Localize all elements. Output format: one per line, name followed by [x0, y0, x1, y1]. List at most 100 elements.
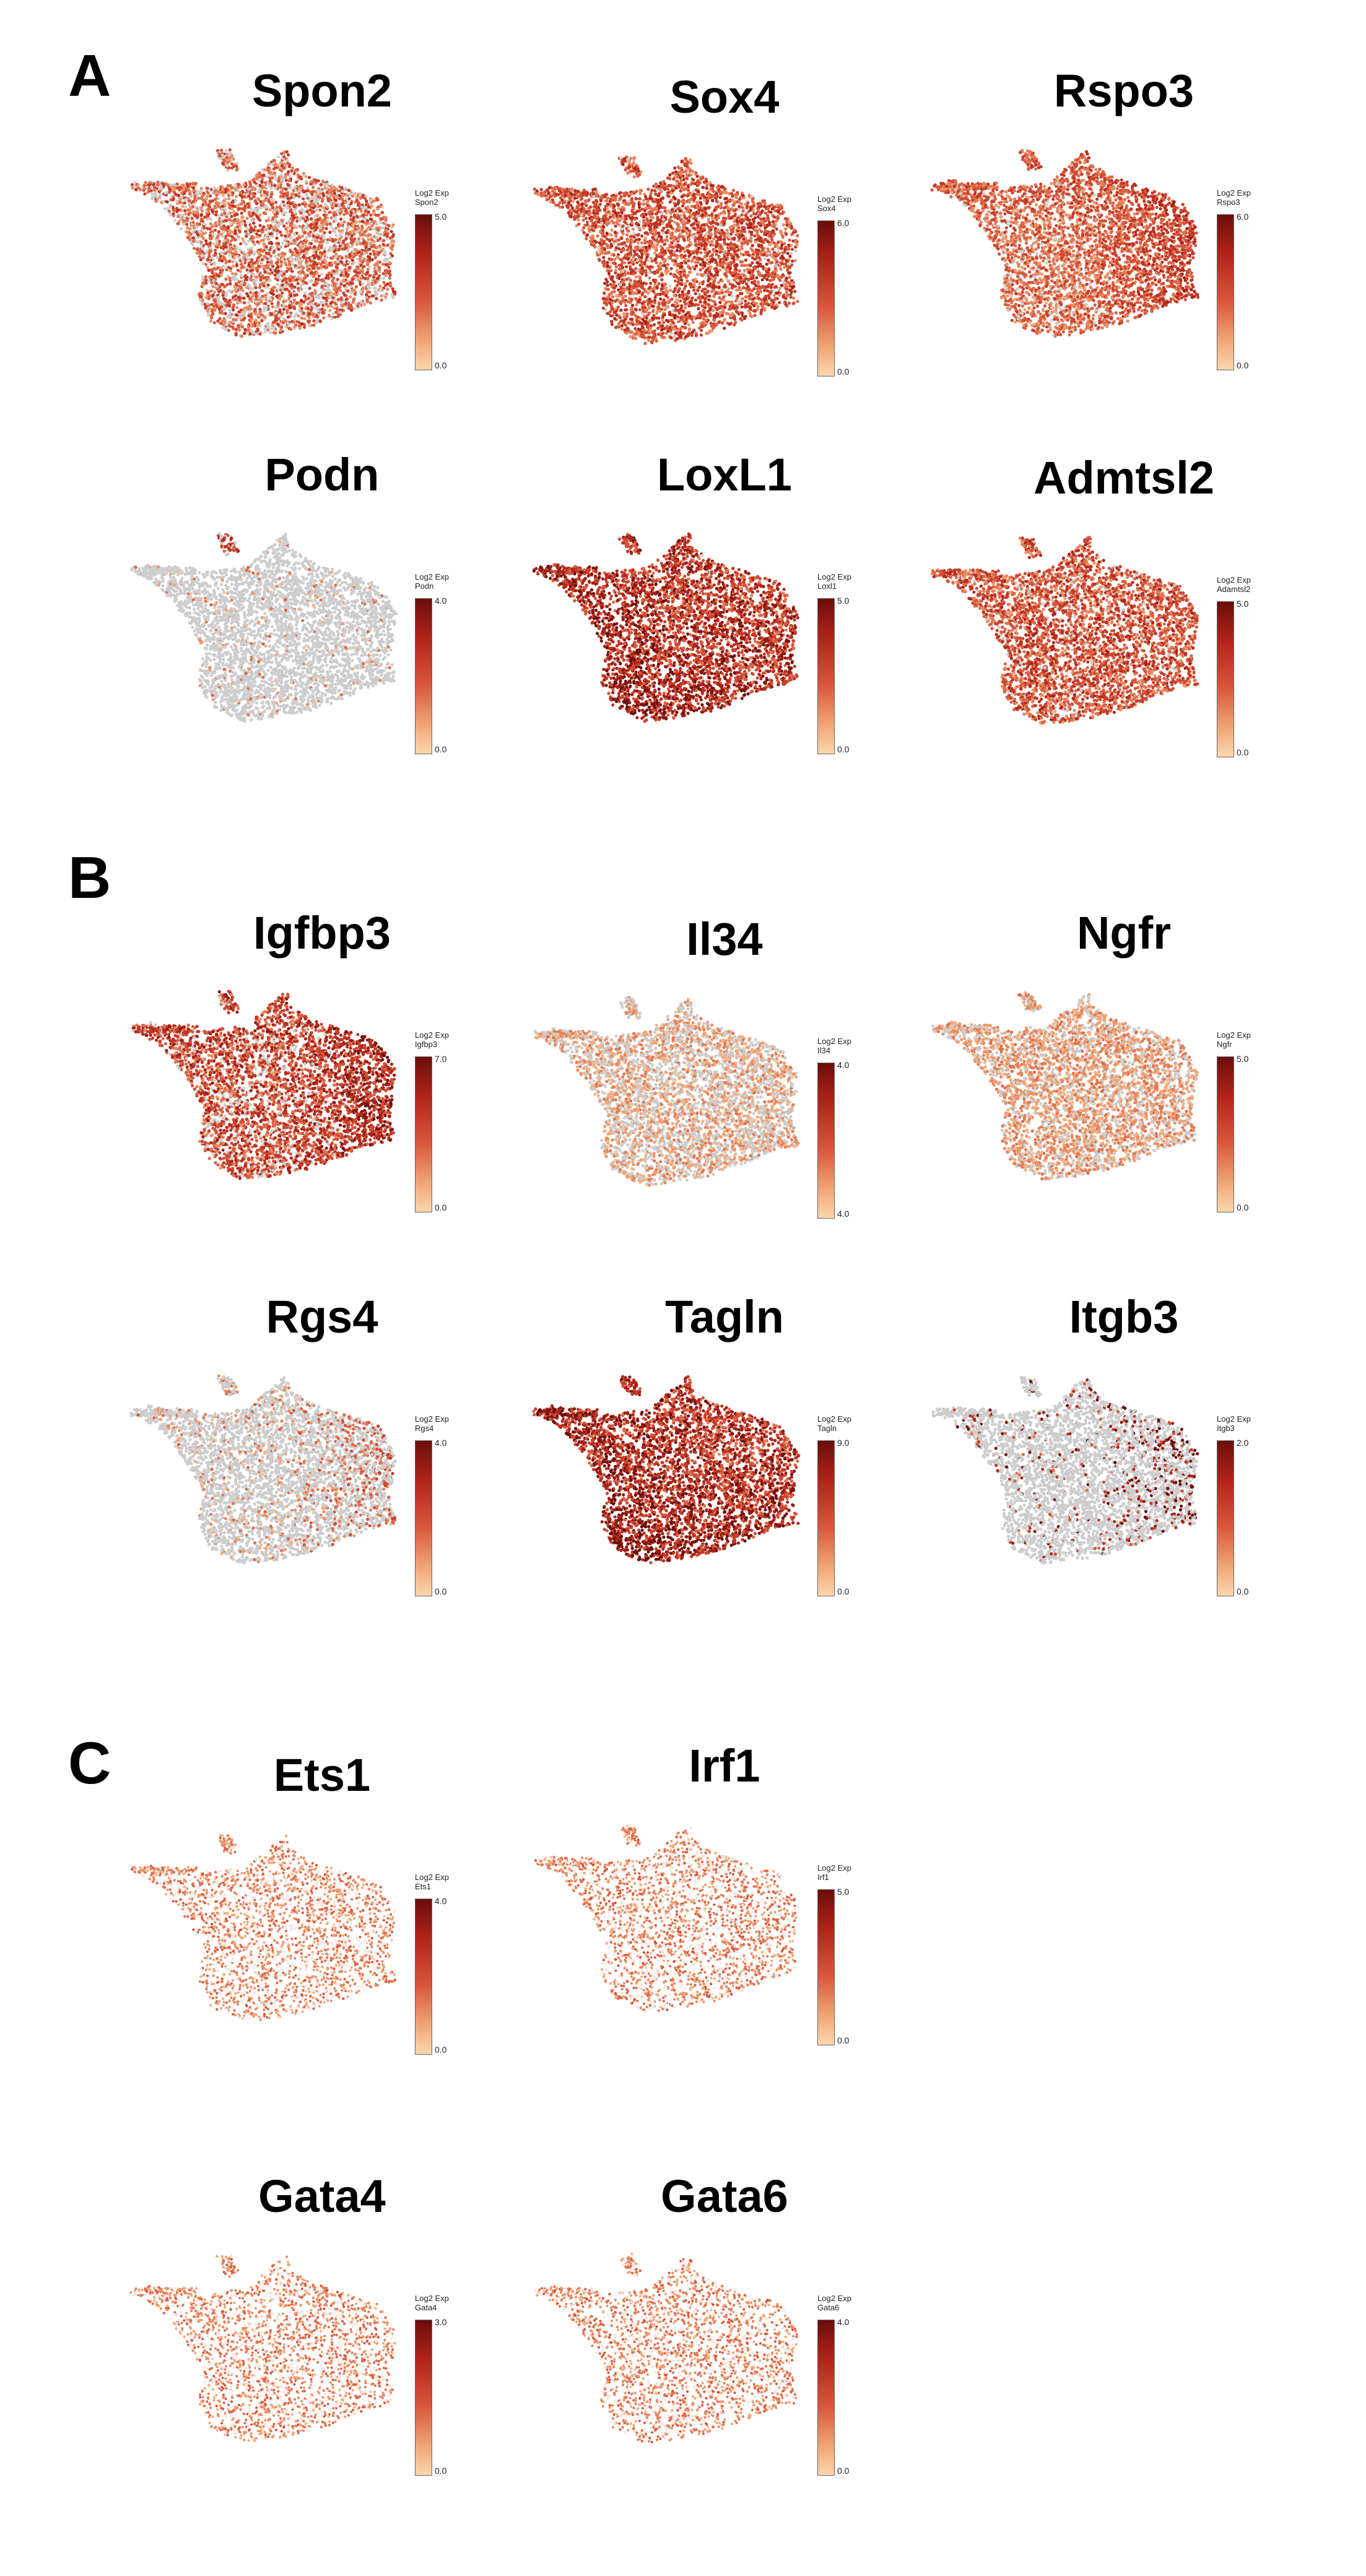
cell-point — [300, 186, 304, 189]
cell-point — [362, 217, 365, 221]
cell-point — [224, 294, 228, 297]
cell-point — [382, 294, 386, 297]
cell-point — [269, 186, 273, 190]
cell-point — [256, 240, 259, 244]
cell-point — [382, 215, 386, 219]
cell-point — [250, 278, 253, 282]
cell-point — [333, 244, 336, 248]
cell-point — [288, 204, 292, 209]
cell-point — [616, 202, 619, 206]
cell-point — [220, 259, 224, 263]
cell-point — [388, 269, 391, 273]
cell-point — [258, 178, 261, 182]
cell-point — [351, 223, 355, 227]
cell-point — [334, 304, 337, 308]
cell-point — [287, 260, 291, 264]
cell-point — [355, 267, 359, 271]
cell-point — [266, 292, 269, 295]
cell-point — [292, 224, 297, 227]
cell-point — [260, 275, 264, 279]
cell-point — [325, 263, 329, 267]
cell-point — [320, 220, 324, 224]
cell-point — [693, 206, 697, 209]
cell-point — [347, 197, 351, 201]
cell-point — [334, 252, 338, 256]
cell-point — [242, 183, 246, 186]
cell-point — [282, 272, 286, 276]
cell-point — [326, 182, 329, 186]
cell-point — [176, 208, 180, 212]
cell-point — [202, 226, 206, 230]
cell-point — [282, 300, 285, 303]
cell-point — [274, 223, 279, 227]
cell-point — [316, 179, 320, 183]
cell-point — [167, 207, 170, 211]
cell-point — [262, 225, 266, 228]
cell-point — [342, 274, 346, 278]
cell-point — [303, 326, 307, 329]
cell-point — [198, 250, 201, 254]
cell-point — [221, 294, 225, 297]
cell-point — [391, 235, 394, 238]
cell-point — [290, 230, 294, 233]
cell-point — [248, 223, 252, 227]
cell-point — [373, 220, 377, 224]
cell-point — [298, 324, 302, 328]
cell-point — [290, 166, 295, 170]
cell-point — [221, 264, 225, 268]
cell-point — [281, 242, 284, 245]
cell-point — [301, 271, 305, 274]
cell-point — [350, 291, 354, 295]
cell-point — [329, 273, 333, 277]
cell-point — [358, 280, 362, 284]
cell-point — [281, 219, 285, 223]
cell-point — [168, 183, 173, 187]
cell-point — [306, 186, 310, 190]
cell-point — [372, 211, 376, 215]
cell-point — [150, 185, 154, 189]
cell-point — [284, 175, 287, 179]
cell-point — [201, 232, 205, 235]
cell-point — [245, 268, 249, 272]
cell-point — [342, 220, 346, 224]
cell-point — [232, 221, 235, 225]
cell-point — [229, 315, 233, 319]
cell-point — [333, 299, 337, 303]
cell-point — [349, 285, 353, 289]
cell-point — [340, 303, 344, 307]
cell-point — [232, 256, 236, 260]
cell-point — [215, 255, 219, 259]
cell-point — [310, 222, 313, 227]
cell-point — [320, 290, 324, 294]
cell-point — [361, 193, 365, 197]
cell-point — [186, 230, 189, 234]
cell-point — [287, 289, 291, 293]
cell-point — [264, 251, 268, 255]
cell-point — [219, 149, 224, 152]
cell-point — [298, 326, 302, 330]
cell-point — [318, 229, 323, 233]
cell-point — [385, 292, 388, 296]
cell-point — [218, 258, 222, 262]
cell-point — [625, 308, 629, 311]
cell-point — [276, 288, 280, 292]
cell-point — [183, 201, 186, 205]
cell-point — [361, 286, 365, 290]
cell-point — [260, 176, 264, 180]
cell-point — [347, 204, 350, 208]
cell-point — [353, 288, 357, 292]
cell-point — [245, 234, 248, 238]
cell-point — [362, 264, 366, 268]
cell-point — [281, 200, 285, 204]
cell-point — [284, 211, 288, 214]
cell-point — [365, 300, 369, 303]
cell-point — [349, 236, 354, 240]
cell-point — [235, 290, 238, 294]
cell-point — [258, 213, 262, 217]
cell-point — [274, 215, 279, 219]
cell-point — [274, 187, 278, 191]
cell-point — [328, 314, 331, 318]
cell-point — [384, 232, 388, 236]
cell-point — [155, 195, 159, 199]
cell-point — [228, 148, 232, 152]
